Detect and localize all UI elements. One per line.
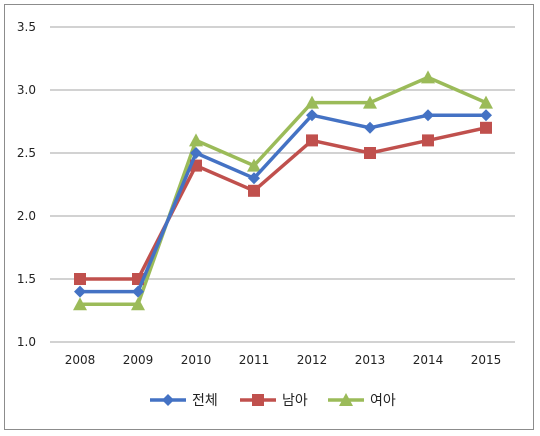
legend-item: 여아 bbox=[328, 393, 396, 409]
data-point bbox=[247, 158, 261, 172]
series-layer bbox=[73, 70, 493, 311]
data-point bbox=[422, 134, 434, 147]
x-tick-label: 2010 bbox=[181, 353, 212, 367]
legend-item: 전체 bbox=[150, 393, 218, 409]
x-tick-label: 2014 bbox=[413, 353, 444, 367]
data-point bbox=[480, 121, 492, 134]
data-point bbox=[364, 121, 376, 134]
data-point bbox=[132, 285, 144, 298]
y-tick-label: 1.5 bbox=[17, 272, 36, 286]
data-point bbox=[74, 285, 86, 298]
legend-marker bbox=[339, 393, 353, 406]
series-2 bbox=[73, 70, 493, 311]
data-point bbox=[131, 297, 145, 311]
data-point bbox=[363, 95, 377, 109]
x-tick-label: 2008 bbox=[65, 353, 96, 367]
series-line bbox=[80, 75, 487, 306]
legend-marker bbox=[162, 394, 174, 406]
data-point bbox=[189, 133, 203, 147]
data-point bbox=[422, 109, 434, 122]
data-point bbox=[480, 109, 492, 122]
chart-frame bbox=[4, 4, 534, 430]
series-line bbox=[80, 126, 487, 281]
data-point bbox=[364, 147, 376, 159]
data-point bbox=[190, 147, 202, 159]
legend-item: 남아 bbox=[240, 393, 308, 409]
y-tick-label: 2.5 bbox=[17, 146, 36, 160]
gridlines bbox=[50, 26, 515, 343]
x-tick-label: 2011 bbox=[239, 353, 270, 367]
y-tick-label: 2.0 bbox=[17, 209, 36, 223]
series-line bbox=[80, 113, 486, 294]
y-tick-label: 1.0 bbox=[17, 335, 36, 349]
x-tick-label: 2012 bbox=[297, 353, 328, 367]
data-point bbox=[305, 95, 319, 109]
data-point bbox=[248, 184, 260, 197]
y-tick-label: 3.0 bbox=[17, 83, 36, 97]
x-tick-label: 2015 bbox=[471, 353, 502, 367]
data-point bbox=[74, 273, 86, 285]
x-tick-label: 2009 bbox=[123, 353, 154, 367]
data-point bbox=[306, 134, 318, 147]
legend: 전체 남아 여아 bbox=[150, 393, 396, 409]
data-point bbox=[306, 109, 318, 122]
y-axis-ticks: 1.0 1.5 2.0 2.5 3.0 3.5 bbox=[17, 20, 36, 349]
legend-label: 남아 bbox=[282, 393, 308, 409]
x-axis-ticks: 2008 2009 2010 2011 2012 2013 2014 2015 bbox=[65, 353, 502, 367]
legend-label: 여아 bbox=[370, 393, 396, 409]
data-point bbox=[421, 70, 435, 84]
legend-label: 전체 bbox=[192, 393, 218, 409]
legend-marker bbox=[252, 394, 264, 406]
data-point bbox=[73, 297, 87, 311]
data-point bbox=[479, 95, 493, 109]
series-0 bbox=[74, 109, 492, 298]
x-tick-label: 2013 bbox=[355, 353, 386, 367]
y-tick-label: 3.5 bbox=[17, 20, 36, 34]
series-1 bbox=[74, 121, 492, 285]
data-point bbox=[248, 172, 260, 185]
